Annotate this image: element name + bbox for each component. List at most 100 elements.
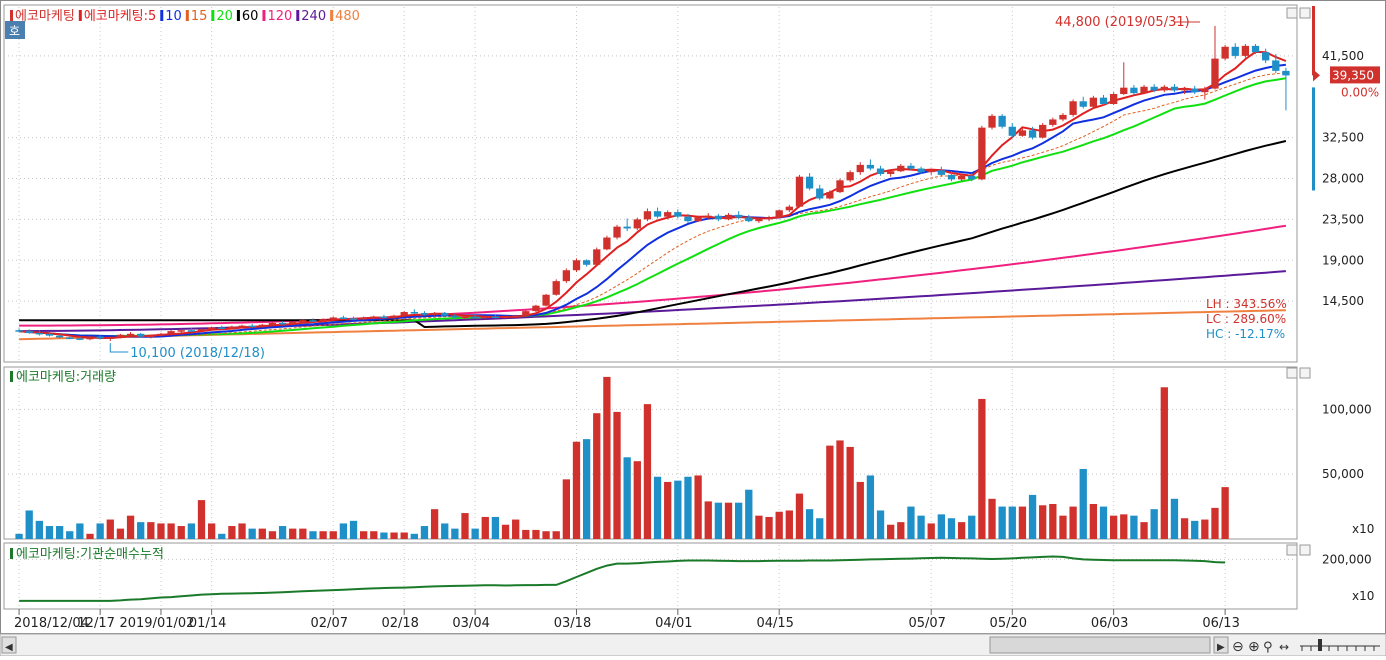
candle bbox=[1109, 94, 1118, 105]
volume-bar bbox=[207, 523, 216, 539]
volume-bar bbox=[228, 526, 236, 539]
y-axis-area bbox=[1297, 1, 1385, 633]
scroll-right-button[interactable] bbox=[1213, 636, 1229, 654]
candle bbox=[1160, 86, 1168, 91]
candle bbox=[25, 331, 33, 333]
candle bbox=[643, 211, 652, 220]
candle bbox=[410, 312, 418, 314]
candle bbox=[481, 316, 489, 319]
panel-minimize-button[interactable] bbox=[1286, 544, 1298, 556]
panel-minimize-button[interactable] bbox=[1286, 367, 1298, 379]
panel-close-button[interactable] bbox=[1299, 7, 1311, 19]
volume-bar bbox=[603, 376, 611, 539]
stat-lh: LH : 343.56% bbox=[1206, 297, 1287, 311]
x-tick-label: 05/07 bbox=[908, 616, 945, 631]
panel-close-button[interactable] bbox=[1299, 544, 1311, 556]
volume-bar bbox=[1140, 522, 1148, 539]
legend-swatch bbox=[236, 10, 240, 21]
candle bbox=[106, 337, 114, 339]
candle bbox=[593, 249, 601, 265]
candle bbox=[917, 168, 925, 173]
volume-bar bbox=[562, 479, 571, 539]
volume-bar bbox=[86, 533, 94, 539]
legend-swatch bbox=[10, 548, 13, 559]
candle bbox=[674, 212, 682, 217]
candle bbox=[360, 317, 368, 320]
volume-bar bbox=[15, 533, 23, 539]
volume-bar bbox=[947, 518, 956, 539]
volume-bar bbox=[1099, 506, 1108, 539]
candle bbox=[1282, 70, 1290, 76]
volume-bar bbox=[96, 523, 104, 539]
candle bbox=[542, 294, 550, 306]
candle bbox=[1241, 45, 1250, 56]
candle bbox=[653, 211, 662, 217]
volume-bar bbox=[137, 522, 145, 539]
x-tick-label: 02/18 bbox=[381, 616, 418, 631]
volume-bar bbox=[106, 519, 114, 539]
volume-bar bbox=[126, 515, 135, 539]
candle bbox=[400, 312, 408, 316]
volume-bar bbox=[856, 481, 864, 539]
legend-swatch bbox=[10, 371, 13, 382]
candle bbox=[1262, 52, 1270, 61]
candle bbox=[562, 270, 571, 282]
candle bbox=[451, 315, 459, 318]
panel-minimize-button[interactable] bbox=[1286, 7, 1298, 19]
volume-bar bbox=[836, 440, 844, 539]
high-annotation-arrow bbox=[1173, 21, 1200, 24]
scroll-thumb[interactable] bbox=[989, 636, 1211, 654]
candle bbox=[35, 332, 43, 335]
volume-panel-title: 에코마케팅:거래량 bbox=[16, 370, 116, 385]
candle bbox=[137, 333, 145, 337]
candle bbox=[582, 260, 591, 265]
volume-bar bbox=[694, 475, 702, 539]
corner-badge bbox=[5, 21, 25, 39]
candle bbox=[522, 311, 530, 316]
candle bbox=[45, 333, 54, 336]
volume-bar bbox=[512, 519, 520, 539]
panel-close-button[interactable] bbox=[1299, 367, 1311, 379]
candle bbox=[957, 175, 966, 180]
volume-bar bbox=[167, 523, 175, 539]
volume-bar bbox=[45, 526, 54, 539]
candle bbox=[1211, 58, 1219, 89]
volume-bar bbox=[978, 398, 986, 539]
scroll-right-icon: ▶ bbox=[1217, 642, 1225, 653]
candle bbox=[501, 316, 510, 319]
volume-bar bbox=[55, 526, 64, 539]
volume-bar bbox=[380, 532, 388, 539]
candle bbox=[1140, 86, 1148, 94]
panel-border-3 bbox=[3, 542, 1298, 610]
candle bbox=[268, 322, 277, 325]
candle bbox=[96, 336, 104, 339]
volume-bar bbox=[1150, 509, 1158, 539]
volume-bar bbox=[734, 502, 743, 539]
candle bbox=[441, 312, 449, 316]
ma5-line bbox=[19, 50, 1287, 339]
volume-bar bbox=[1049, 503, 1057, 539]
zoom-slider-handle[interactable] bbox=[1318, 639, 1322, 651]
volume-bar bbox=[481, 516, 489, 539]
cumulative-panel-title: 에코마케팅:기관순매수누적 bbox=[16, 547, 164, 562]
candle bbox=[866, 164, 875, 169]
volume-bar bbox=[197, 500, 206, 539]
candle bbox=[572, 260, 581, 271]
candle bbox=[1130, 87, 1138, 94]
candle bbox=[613, 226, 621, 238]
candle bbox=[1170, 86, 1179, 91]
legend-item: 480 bbox=[335, 9, 360, 24]
scroll-left-button[interactable] bbox=[1, 636, 17, 654]
volume-bar bbox=[471, 528, 479, 539]
x-tick-label: 12/17 bbox=[77, 616, 114, 631]
volume-bar bbox=[147, 522, 155, 539]
volume-bar bbox=[1079, 468, 1087, 539]
y-tick-label: 32,500 bbox=[1322, 131, 1364, 145]
candle bbox=[765, 217, 773, 220]
candle bbox=[390, 315, 398, 318]
y-tick-label: 100,000 bbox=[1322, 402, 1372, 416]
volume-bar bbox=[866, 475, 875, 539]
ma15-line bbox=[19, 72, 1286, 337]
volume-bar bbox=[187, 523, 196, 539]
volume-bar bbox=[25, 510, 33, 539]
